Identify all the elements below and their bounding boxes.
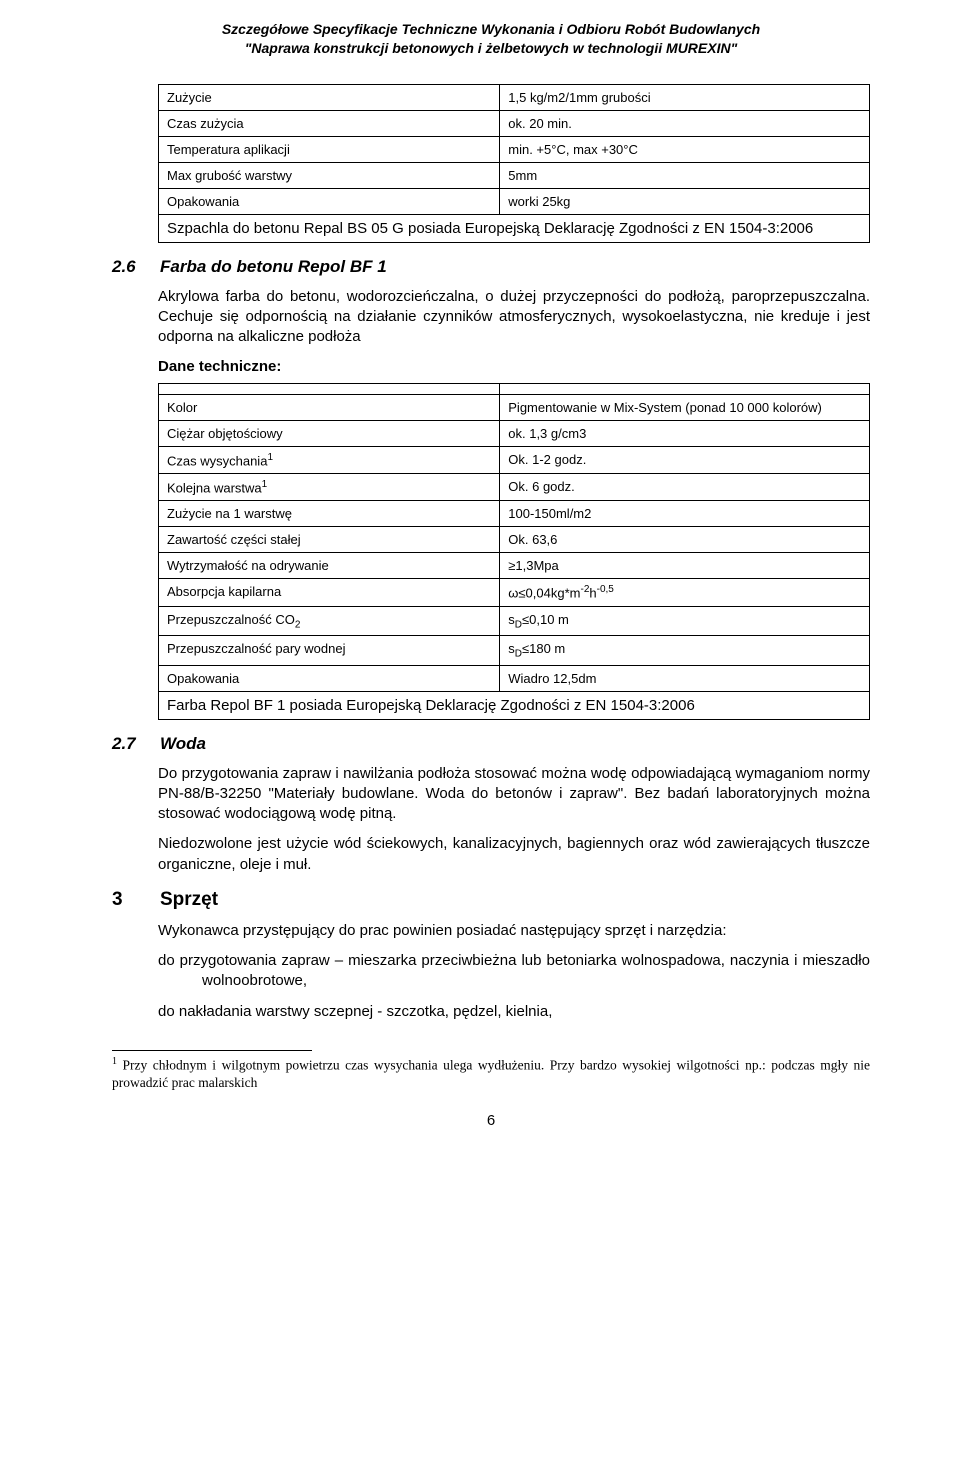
- table-row: Wytrzymałość na odrywanie ≥1,3Mpa: [159, 553, 870, 579]
- table-szpachla: Zużycie 1,5 kg/m2/1mm grubości Czas zuży…: [158, 84, 870, 243]
- cell-empty: [159, 383, 500, 394]
- section-number: 2.7: [112, 734, 160, 754]
- section-2-7-p2: Niedozwolone jest użycie wód ściekowych,…: [158, 834, 870, 875]
- cell-label: Opakowania: [159, 188, 500, 214]
- footnote-marker: 1: [262, 479, 268, 490]
- section-3-heading: 3 Sprzęt: [112, 889, 870, 911]
- table-row: Czas wysychania1 Ok. 1-2 godz.: [159, 446, 870, 473]
- cell-label: Przepuszczalność pary wodnej: [159, 636, 500, 666]
- section-number: 2.6: [112, 257, 160, 277]
- table-row: Opakowania worki 25kg: [159, 188, 870, 214]
- dane-techniczne-label: Dane techniczne:: [158, 358, 870, 375]
- cell-label: Zużycie na 1 warstwę: [159, 501, 500, 527]
- cell-label: Czas zużycia: [159, 110, 500, 136]
- section-3-p1: Wykonawca przystępujący do prac powinien…: [158, 921, 870, 941]
- document-header: Szczegółowe Specyfikacje Techniczne Wyko…: [112, 20, 870, 58]
- section-2-7-heading: 2.7 Woda: [112, 734, 870, 754]
- cell-label: Wytrzymałość na odrywanie: [159, 553, 500, 579]
- table-row: Zawartość części stałej Ok. 63,6: [159, 527, 870, 553]
- section-title: Woda: [160, 734, 206, 754]
- page: Szczegółowe Specyfikacje Techniczne Wyko…: [0, 0, 960, 1159]
- section-2-7-p1: Do przygotowania zapraw i nawilżania pod…: [158, 764, 870, 825]
- cell-value: 1,5 kg/m2/1mm grubości: [500, 84, 870, 110]
- section-title: Farba do betonu Repol BF 1: [160, 257, 387, 277]
- cell-label: Temperatura aplikacji: [159, 136, 500, 162]
- cell-label: Opakowania: [159, 665, 500, 691]
- cell-value: Ok. 1-2 godz.: [500, 446, 870, 473]
- table-row: Zużycie 1,5 kg/m2/1mm grubości: [159, 84, 870, 110]
- cell-label: Przepuszczalność CO2: [159, 606, 500, 636]
- cell-label: Zużycie: [159, 84, 500, 110]
- bullet-list: do przygotowania zapraw – mieszarka prze…: [158, 951, 870, 1022]
- cell-value: Wiadro 12,5dm: [500, 665, 870, 691]
- table1-wrap: Zużycie 1,5 kg/m2/1mm grubości Czas zuży…: [158, 84, 870, 243]
- table-farba: Kolor Pigmentowanie w Mix-System (ponad …: [158, 383, 870, 720]
- table-row: Zużycie na 1 warstwę 100-150ml/m2: [159, 501, 870, 527]
- doc-header-line1: Szczegółowe Specyfikacje Techniczne Wyko…: [112, 20, 870, 39]
- cell-label-text: Kolejna warstwa: [167, 480, 262, 495]
- table-row: Czas zużycia ok. 20 min.: [159, 110, 870, 136]
- table2-wrap: Kolor Pigmentowanie w Mix-System (ponad …: [158, 383, 870, 720]
- cell-label-text: Czas wysychania: [167, 453, 267, 468]
- cell-value: 5mm: [500, 162, 870, 188]
- table-row: Absorpcja kapilarna ω≤0,04kg*m-2h-0,5: [159, 579, 870, 606]
- cell-label: Zawartość części stałej: [159, 527, 500, 553]
- table-row: Przepuszczalność CO2 sD≤0,10 m: [159, 606, 870, 636]
- table-row: Temperatura aplikacji min. +5°C, max +30…: [159, 136, 870, 162]
- footnote: 1 Przy chłodnym i wilgotnym powietrzu cz…: [112, 1055, 870, 1092]
- table-row: [159, 383, 870, 394]
- cell-value: worki 25kg: [500, 188, 870, 214]
- section-2-6-para: Akrylowa farba do betonu, wodorozcieńcza…: [158, 287, 870, 348]
- cell-value: Pigmentowanie w Mix-System (ponad 10 000…: [500, 394, 870, 420]
- cell-empty: [500, 383, 870, 394]
- cell-value: Ok. 6 godz.: [500, 473, 870, 500]
- footnote-rule: [112, 1050, 312, 1051]
- cell-label: Czas wysychania1: [159, 446, 500, 473]
- doc-header-line2: "Naprawa konstrukcji betonowych i żelbet…: [112, 39, 870, 58]
- table-footer-row: Szpachla do betonu Repal BS 05 G posiada…: [159, 214, 870, 242]
- cell-value: ≥1,3Mpa: [500, 553, 870, 579]
- cell-value: ω≤0,04kg*m-2h-0,5: [500, 579, 870, 606]
- section-title: Sprzęt: [160, 889, 218, 911]
- list-item: do przygotowania zapraw – mieszarka prze…: [158, 951, 870, 992]
- table-row: Przepuszczalność pary wodnej sD≤180 m: [159, 636, 870, 666]
- table-row: Opakowania Wiadro 12,5dm: [159, 665, 870, 691]
- footnote-text: Przy chłodnym i wilgotnym powietrzu czas…: [112, 1057, 870, 1090]
- cell-value: ok. 20 min.: [500, 110, 870, 136]
- cell-label: Max grubość warstwy: [159, 162, 500, 188]
- table-footer-row: Farba Repol BF 1 posiada Europejską Dekl…: [159, 691, 870, 719]
- footnote-marker: 1: [267, 452, 273, 463]
- section-2-6-heading: 2.6 Farba do betonu Repol BF 1: [112, 257, 870, 277]
- table-row: Max grubość warstwy 5mm: [159, 162, 870, 188]
- section-number: 3: [112, 889, 160, 911]
- cell-label: Absorpcja kapilarna: [159, 579, 500, 606]
- table-row: Kolejna warstwa1 Ok. 6 godz.: [159, 473, 870, 500]
- table-footer: Szpachla do betonu Repal BS 05 G posiada…: [159, 214, 870, 242]
- table-row: Kolor Pigmentowanie w Mix-System (ponad …: [159, 394, 870, 420]
- cell-label: Kolor: [159, 394, 500, 420]
- cell-value: min. +5°C, max +30°C: [500, 136, 870, 162]
- table-footer: Farba Repol BF 1 posiada Europejską Dekl…: [159, 691, 870, 719]
- cell-value: Ok. 63,6: [500, 527, 870, 553]
- list-item: do nakładania warstwy sczepnej - szczotk…: [158, 1002, 870, 1022]
- cell-label: Kolejna warstwa1: [159, 473, 500, 500]
- page-number: 6: [112, 1112, 870, 1129]
- cell-value: sD≤0,10 m: [500, 606, 870, 636]
- table-row: Ciężar objętościowy ok. 1,3 g/cm3: [159, 420, 870, 446]
- cell-value: 100-150ml/m2: [500, 501, 870, 527]
- cell-label: Ciężar objętościowy: [159, 420, 500, 446]
- cell-value: ok. 1,3 g/cm3: [500, 420, 870, 446]
- cell-value: sD≤180 m: [500, 636, 870, 666]
